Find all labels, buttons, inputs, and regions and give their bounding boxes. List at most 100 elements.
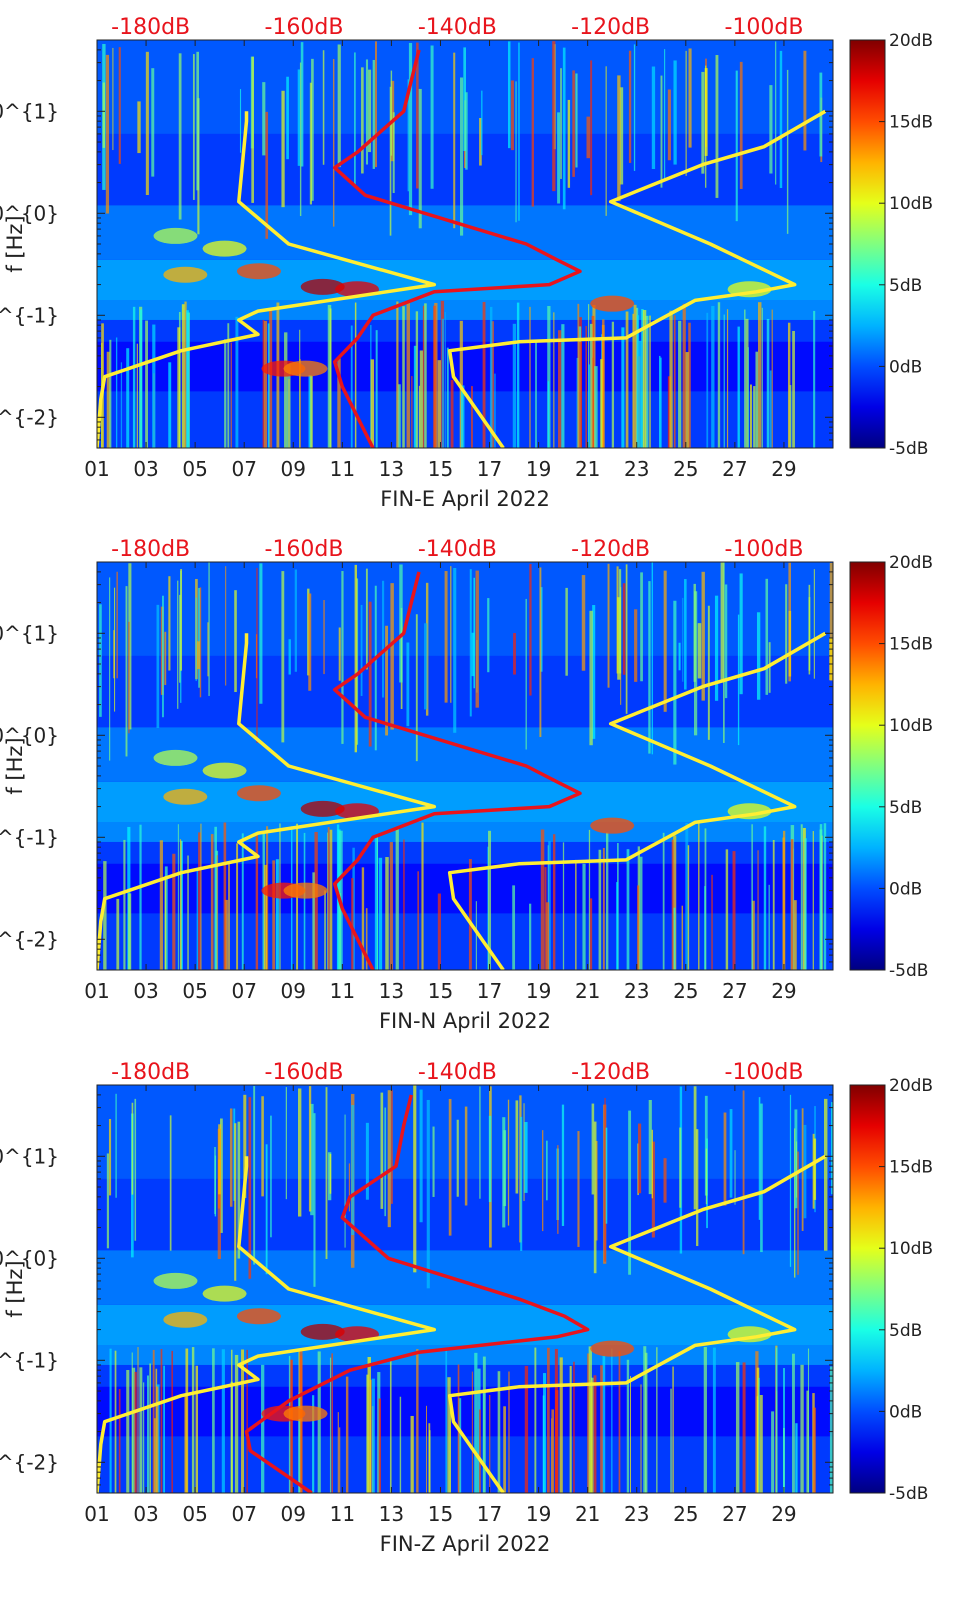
y-axis-label: f [Hz] <box>3 1260 27 1317</box>
spectrogram-stripe <box>224 899 228 970</box>
panel-fin-n: 01 03 05 07 09 11 13 15 17 19 21 23 25 27 29 FIN-N Apri… <box>0 537 933 1033</box>
spectrogram-stripe <box>109 577 111 761</box>
spectrogram-hotspot <box>300 278 345 295</box>
spectrogram-stripe <box>807 1348 810 1493</box>
x-axis-label: FIN-Z April 2022 <box>380 1532 551 1556</box>
spectrogram-stripe <box>479 1086 481 1199</box>
x-tick-label: 21 <box>575 1502 600 1526</box>
spectrogram-stripe <box>641 309 644 448</box>
spectrogram-stripe <box>585 325 587 448</box>
spectrogram-stripe <box>164 866 168 970</box>
spectrogram-stripe <box>159 840 163 970</box>
spectrogram-stripe <box>389 1358 392 1493</box>
spectrogram-stripe <box>693 1086 697 1210</box>
spectrogram-stripe <box>640 572 643 682</box>
spectrogram-stripe <box>787 322 791 448</box>
x-tick-label: 01 <box>84 979 109 1003</box>
spectrogram-stripe <box>243 1094 247 1199</box>
spectrogram-stripe <box>760 1103 763 1253</box>
x-tick-label: 17 <box>477 979 502 1003</box>
spectrogram-stripe <box>177 580 179 709</box>
spectrogram-stripe <box>286 76 289 160</box>
spectrogram-stripe <box>633 304 637 448</box>
spectrogram-stripe <box>788 610 792 677</box>
spectrogram-stripe <box>648 1100 652 1195</box>
spectrogram-stripe <box>418 385 421 448</box>
spectrogram-stripe <box>103 861 107 970</box>
spectrogram-stripe <box>617 75 621 202</box>
spectrogram-stripe <box>671 839 674 970</box>
spectrogram-stripe <box>419 350 424 448</box>
spectrogram-stripe <box>591 1103 595 1195</box>
spectrogram-stripe <box>376 835 378 970</box>
colorbar-tick-label: 5dB <box>889 1321 922 1341</box>
spectrogram-stripe <box>593 1375 597 1493</box>
colorbar-tick-label: 10dB <box>889 194 933 214</box>
spectrogram-stripe <box>191 1347 195 1493</box>
colorbar-tick-label: -5dB <box>889 1484 928 1504</box>
y-tick-label: 10^{0} <box>0 723 59 747</box>
spectrogram-band <box>97 319 833 342</box>
spectrogram-stripe <box>463 47 467 151</box>
spectrogram-stripe <box>673 60 677 165</box>
spectrogram-stripe <box>262 82 266 156</box>
x-tick-label: 07 <box>231 457 256 481</box>
spectrogram-stripe <box>542 1373 547 1493</box>
spectrogram-stripe <box>180 569 183 671</box>
spectrogram-stripe <box>308 1086 312 1212</box>
spectrogram-stripe <box>749 384 752 448</box>
spectrogram-stripe <box>745 318 749 448</box>
spectrogram-stripe <box>164 631 167 686</box>
spectrogram-stripe <box>368 69 372 153</box>
spectrogram-stripe <box>125 586 128 757</box>
spectrogram-stripe <box>488 1115 492 1203</box>
spectrogram-stripe <box>235 316 239 448</box>
spectrogram-stripe <box>288 639 291 675</box>
spectrogram-stripe <box>569 1365 572 1493</box>
x-tick-label: 01 <box>84 1502 109 1526</box>
x-tick-label: 13 <box>379 457 404 481</box>
spectrogram-stripe <box>812 831 814 970</box>
spectrogram-stripe <box>714 595 719 701</box>
spectrogram-stripe <box>795 1423 798 1493</box>
spectrogram-stripe <box>234 1123 237 1281</box>
spectrogram-stripe <box>632 313 635 448</box>
spectrogram-stripe <box>288 1355 291 1493</box>
spectrogram-stripe <box>704 828 707 970</box>
spectrogram-stripe <box>497 1371 501 1493</box>
top-axis-label: -140dB <box>418 537 497 562</box>
spectrogram-stripe <box>673 600 677 765</box>
spectrogram-stripe <box>299 62 302 217</box>
spectrogram-hotspot <box>202 762 247 779</box>
spectrogram-stripe <box>471 1371 473 1493</box>
spectrogram-stripe <box>137 101 141 154</box>
spectrogram-stripe <box>284 332 288 448</box>
spectrogram-stripe <box>765 578 769 695</box>
spectrogram-stripe <box>269 309 273 448</box>
spectrogram-stripe <box>259 563 263 704</box>
spectrogram-stripe <box>181 304 185 448</box>
spectrogram-stripe <box>465 92 468 170</box>
curve-0 <box>97 1156 437 1493</box>
spectrogram-stripe <box>126 1370 130 1493</box>
spectrogram-stripe <box>575 859 577 970</box>
spectrogram-stripe <box>392 112 395 194</box>
spectrogram-stripe <box>602 1355 606 1493</box>
spectrogram-stripe <box>253 1086 256 1265</box>
spectrogram-stripe <box>529 903 532 970</box>
spectrogram-stripe <box>310 1103 314 1216</box>
spectrogram-hotspot <box>300 1323 345 1340</box>
x-tick-label: 19 <box>526 1502 551 1526</box>
spectrogram-hotspot <box>163 1311 208 1328</box>
x-tick-label: 27 <box>722 1502 747 1526</box>
spectrogram-stripe <box>711 874 713 970</box>
spectrogram-stripe <box>162 595 164 718</box>
y-tick-label: 10^{-2} <box>0 405 59 429</box>
spectrogram-stripe <box>751 900 755 970</box>
spectrogram-stripe <box>224 339 227 448</box>
spectrogram-stripe <box>489 1394 491 1493</box>
spectrogram-stripe <box>118 1388 121 1493</box>
spectrogram-stripe <box>168 576 171 671</box>
spectrogram-stripe <box>572 70 575 177</box>
y-tick-label: 10^{0} <box>0 201 59 225</box>
